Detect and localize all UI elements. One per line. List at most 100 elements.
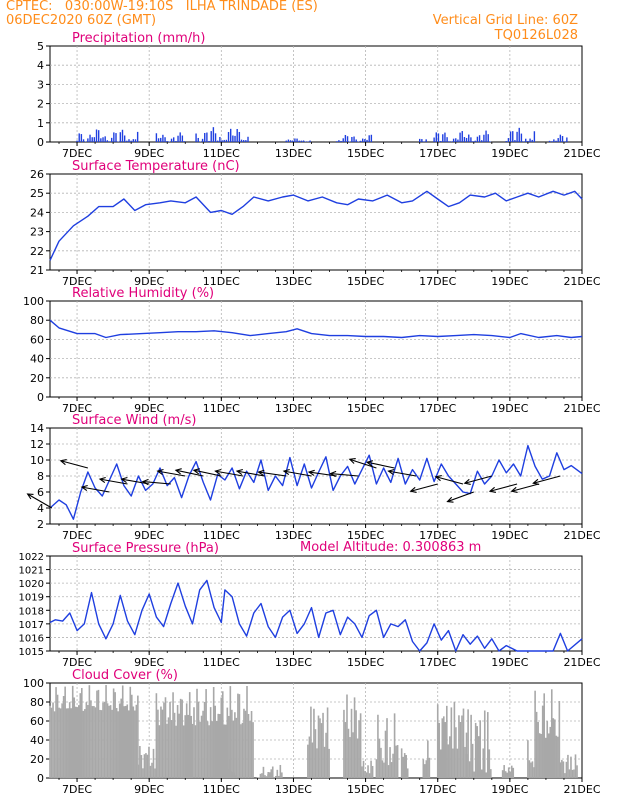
wind-vector <box>511 483 539 492</box>
cloud-bar <box>139 746 141 778</box>
series-line <box>49 190 583 261</box>
cloud-bar <box>230 771 233 778</box>
x-tick-label: 17DEC <box>419 402 456 415</box>
plot-frame <box>49 45 583 143</box>
wind-arrowhead <box>488 486 497 493</box>
header-date: 06DEC2020 60Z (GMT) <box>6 13 157 28</box>
cloud-bar <box>215 720 218 778</box>
cloud-bar <box>480 769 483 778</box>
cloud-bar <box>479 720 482 778</box>
cloud-bar <box>117 711 119 778</box>
cloud-bar <box>406 768 409 778</box>
wind-arrowhead <box>387 468 395 476</box>
precip-bar <box>95 129 98 142</box>
x-tick-label: 13DEC <box>275 529 312 542</box>
cloud-bar <box>447 744 450 778</box>
cloud-bar <box>235 717 238 778</box>
cloud-bar <box>206 721 209 778</box>
precip-bar <box>110 137 113 142</box>
cloud-bar <box>361 766 363 778</box>
cloud-bar <box>528 760 531 778</box>
panel-title: Surface Temperature (nC) <box>72 159 240 174</box>
cloud-bar <box>543 693 546 778</box>
precip-bar <box>128 139 130 142</box>
precip-bar <box>553 139 555 142</box>
cloud-bar <box>347 728 350 778</box>
series-line <box>49 444 583 520</box>
precip-bar <box>113 132 115 142</box>
cloud-bar <box>384 730 387 778</box>
x-tick-label: 21DEC <box>563 402 600 415</box>
precip-bar <box>298 140 300 142</box>
cloud-bar <box>562 761 565 778</box>
cloud-bar <box>323 746 326 778</box>
cloud-bar <box>462 708 465 778</box>
precip-bar <box>557 138 559 142</box>
cloud-bar <box>276 769 279 778</box>
y-tick-label: 26 <box>30 168 44 181</box>
precip-bar <box>465 137 468 142</box>
cloud-bar <box>196 688 198 778</box>
precip-bar <box>442 134 444 142</box>
cloud-bar <box>65 708 68 778</box>
cloud-bar <box>167 717 170 778</box>
cloud-bar <box>148 746 150 778</box>
precip-bar <box>201 138 204 142</box>
x-tick-label: 7DEC <box>62 656 92 669</box>
cloud-bar <box>121 685 124 778</box>
cloud-bar <box>220 697 223 778</box>
cloud-bar <box>232 720 235 778</box>
cloud-bar <box>533 767 535 778</box>
precip-bar <box>336 141 338 142</box>
cloud-bar <box>311 742 314 778</box>
x-tick-label: 15DEC <box>347 656 384 669</box>
cloud-bar <box>501 770 504 778</box>
cloud-bar <box>546 721 549 778</box>
cloud-bar <box>531 761 534 778</box>
precip-bar <box>531 139 533 142</box>
cloud-bar <box>137 695 139 778</box>
wind-vector <box>388 470 417 477</box>
cloud-bar <box>228 715 230 778</box>
wind-vector <box>410 483 438 492</box>
wind-arrowhead <box>365 460 374 467</box>
cloud-bar <box>49 705 51 778</box>
cloud-bar <box>438 722 441 778</box>
x-tick-label: 19DEC <box>491 529 528 542</box>
precip-bar <box>522 141 525 142</box>
cloud-bar <box>205 689 207 778</box>
precip-bar <box>437 133 440 142</box>
y-tick-label: 25 <box>30 187 44 200</box>
cloud-bar <box>267 772 270 778</box>
cloud-bar <box>246 686 248 778</box>
y-tick-label: 1015 <box>19 647 44 658</box>
cloud-bar <box>565 761 568 778</box>
cloud-bar <box>217 713 220 778</box>
wind-vector <box>349 458 377 469</box>
wind-arrowhead <box>26 493 34 500</box>
y-tick-label: 6 <box>37 486 44 499</box>
precip-bar <box>91 137 93 142</box>
cloud-bar <box>281 772 283 778</box>
precip-bar <box>181 135 184 142</box>
cloud-bar <box>151 762 153 778</box>
cloud-bar <box>476 726 478 778</box>
y-tick-label: 0 <box>37 391 44 404</box>
cloud-bar <box>477 736 480 778</box>
cloud-bar <box>381 760 384 778</box>
cloud-bar <box>436 704 439 778</box>
cloud-bar <box>193 707 195 778</box>
precip-bar <box>366 139 368 142</box>
cloud-bar <box>264 775 266 778</box>
cloud-bar <box>383 762 385 778</box>
precip-bar <box>421 139 423 142</box>
cloud-bar <box>550 689 553 778</box>
cloud-bar <box>278 775 280 778</box>
precip-bar <box>195 133 197 142</box>
cloud-bar <box>100 710 103 778</box>
cloud-bar <box>127 710 130 778</box>
cloud-bar <box>158 725 161 778</box>
wind-vector <box>366 461 395 469</box>
cloud-bar <box>124 705 127 778</box>
cloud-bar <box>428 757 431 778</box>
